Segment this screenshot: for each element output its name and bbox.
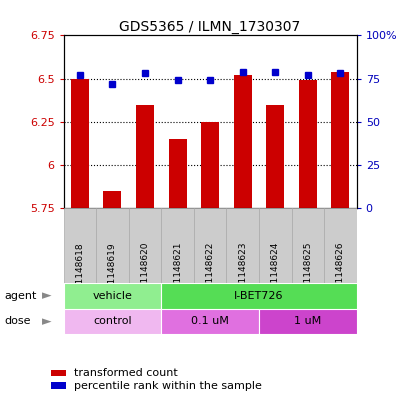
Bar bbox=[51, 370, 66, 376]
Text: GSM1148625: GSM1148625 bbox=[303, 242, 312, 302]
Bar bbox=[298, 80, 316, 208]
Title: GDS5365 / ILMN_1730307: GDS5365 / ILMN_1730307 bbox=[119, 20, 300, 34]
Bar bbox=[258, 208, 291, 283]
Bar bbox=[330, 72, 348, 208]
Bar bbox=[233, 75, 251, 208]
Bar bbox=[266, 105, 283, 208]
Text: dose: dose bbox=[4, 316, 31, 326]
Bar bbox=[128, 208, 161, 283]
Bar bbox=[63, 309, 161, 334]
Text: control: control bbox=[93, 316, 131, 326]
Text: GSM1148622: GSM1148622 bbox=[205, 242, 214, 302]
Bar bbox=[63, 208, 96, 283]
Text: ►: ► bbox=[42, 289, 52, 302]
Bar bbox=[51, 382, 66, 389]
Bar bbox=[161, 208, 193, 283]
Bar bbox=[226, 208, 258, 283]
Text: GSM1148620: GSM1148620 bbox=[140, 242, 149, 302]
Bar bbox=[291, 208, 324, 283]
Text: GSM1148621: GSM1148621 bbox=[173, 242, 182, 302]
Text: GSM1148619: GSM1148619 bbox=[108, 242, 117, 303]
Text: percentile rank within the sample: percentile rank within the sample bbox=[74, 381, 261, 391]
Bar bbox=[324, 208, 356, 283]
Text: ►: ► bbox=[42, 315, 52, 328]
Bar bbox=[161, 309, 258, 334]
Bar bbox=[193, 208, 226, 283]
Text: transformed count: transformed count bbox=[74, 368, 178, 378]
Bar bbox=[161, 283, 356, 309]
Text: I-BET726: I-BET726 bbox=[234, 291, 283, 301]
Text: GSM1148626: GSM1148626 bbox=[335, 242, 344, 302]
Bar bbox=[103, 191, 121, 208]
Bar bbox=[258, 309, 356, 334]
Bar bbox=[96, 208, 128, 283]
Text: 0.1 uM: 0.1 uM bbox=[191, 316, 229, 326]
Text: GSM1148624: GSM1148624 bbox=[270, 242, 279, 302]
Text: vehicle: vehicle bbox=[92, 291, 132, 301]
Bar bbox=[71, 79, 89, 208]
Bar bbox=[63, 283, 161, 309]
Bar bbox=[168, 139, 186, 208]
Text: 1 uM: 1 uM bbox=[294, 316, 321, 326]
Text: agent: agent bbox=[4, 291, 36, 301]
Bar bbox=[201, 122, 218, 208]
Text: GSM1148618: GSM1148618 bbox=[75, 242, 84, 303]
Bar bbox=[136, 105, 153, 208]
Text: GSM1148623: GSM1148623 bbox=[238, 242, 247, 302]
